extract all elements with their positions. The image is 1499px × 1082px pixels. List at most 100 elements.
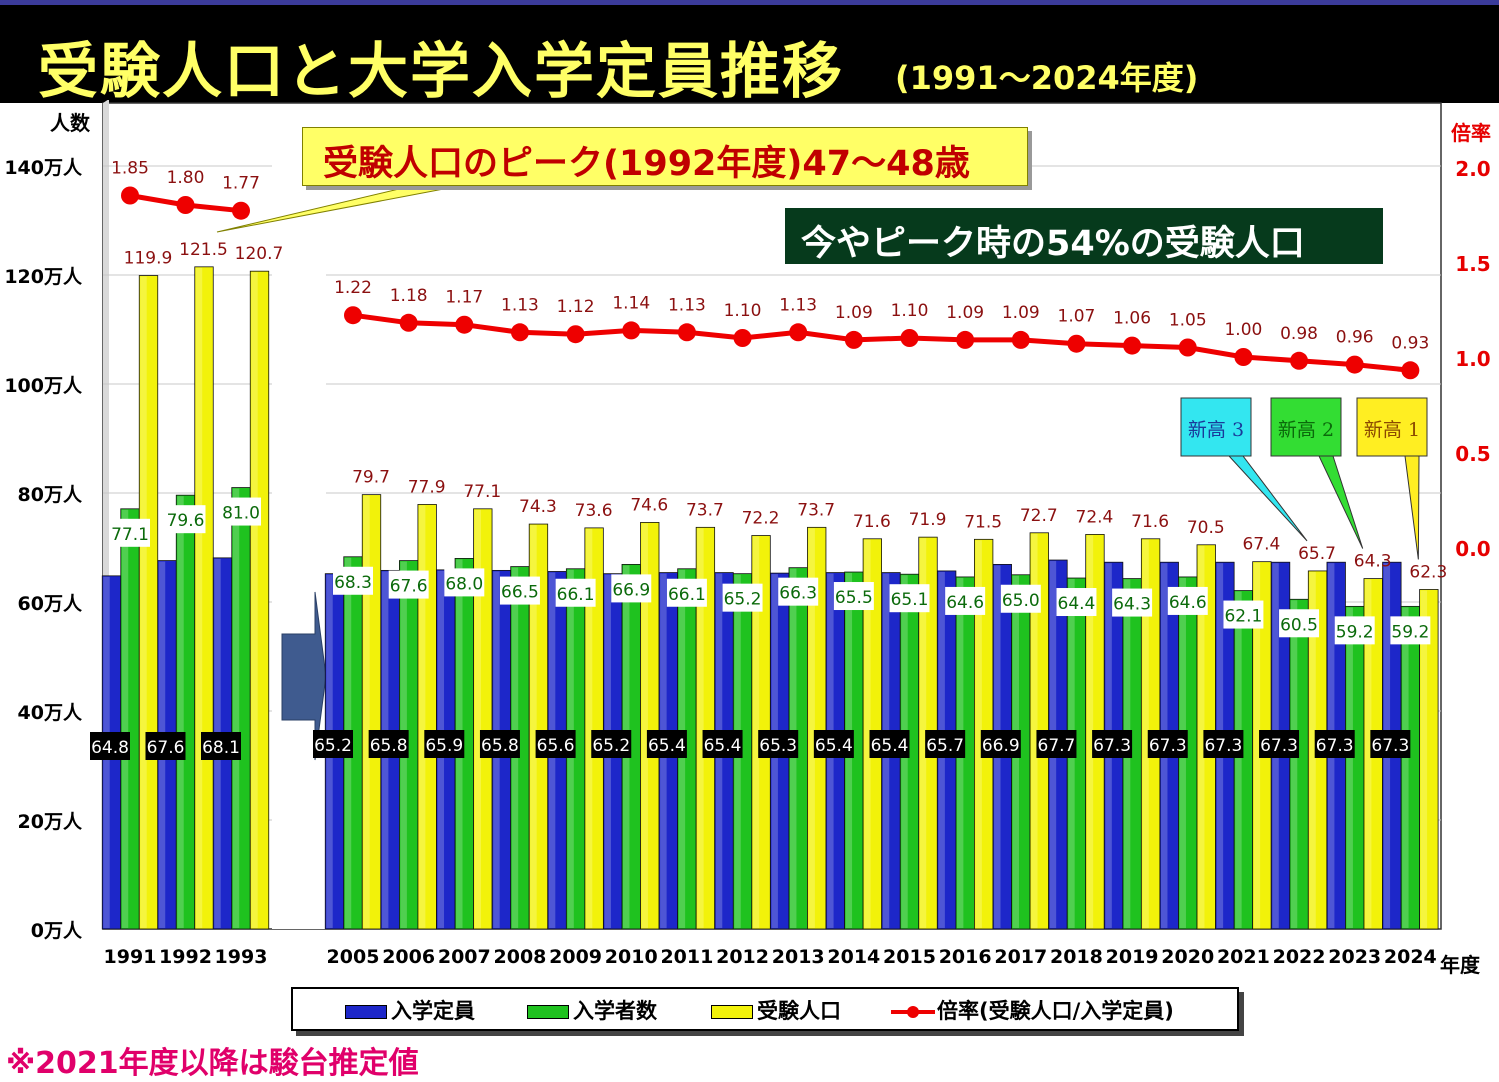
applicants-label: 67.4 <box>1242 535 1280 555</box>
x-tick-label: 2024 <box>1384 946 1437 968</box>
x-tick-label: 1991 <box>104 946 157 968</box>
legend-label-applicants: 受験人口 <box>757 999 841 1023</box>
legend-swatch-ratio <box>891 1006 935 1018</box>
legend-label-capacity: 入学定員 <box>391 999 475 1023</box>
ratio-point <box>510 323 529 342</box>
y-tick-label: 100万人 <box>4 375 83 397</box>
capacity-label-bg <box>1036 730 1077 758</box>
bar-highlight <box>1346 607 1353 928</box>
enrolled-label-bg <box>388 570 429 599</box>
enrolled-label-bg <box>611 574 652 603</box>
enrolled-label: 59.2 <box>1336 622 1374 642</box>
enrolled-label: 77.1 <box>111 525 149 545</box>
capacity-label: 67.6 <box>147 738 185 758</box>
ratio-label: 1.09 <box>946 303 984 323</box>
ratio-point <box>566 325 585 344</box>
applicants-label: 74.3 <box>519 497 557 517</box>
applicants-label: 72.4 <box>1076 507 1114 527</box>
applicants-label: 70.5 <box>1187 518 1225 538</box>
y2-tick-label: 0.0 <box>1455 537 1490 561</box>
capacity-label-bg <box>980 730 1021 758</box>
ratio-point <box>733 329 752 347</box>
enrolled-label-bg <box>722 583 763 612</box>
capacity-label: 68.1 <box>202 738 240 758</box>
ratio-label: 1.10 <box>891 301 929 321</box>
x-tick-label: 2022 <box>1273 946 1326 968</box>
applicants-label: 73.7 <box>797 500 835 520</box>
chart: 0万人 20万人 40万人 60万人 80万人 100万人 120万人 140万人 人数 0.0 0… <box>4 100 1491 977</box>
bar-highlight <box>363 495 370 928</box>
capacity-label-bg <box>646 730 687 758</box>
enrolled-label: 66.3 <box>779 584 817 604</box>
ratio-label: 1.85 <box>111 159 149 179</box>
capacity-label-bg <box>1203 730 1244 758</box>
capacity-label-bg <box>479 730 520 758</box>
ratio-label: 1.00 <box>1224 320 1262 340</box>
y-tick-label: 0万人 <box>31 920 83 942</box>
bar-highlight <box>1198 545 1205 928</box>
bar-highlight <box>697 528 704 928</box>
ratio-label: 1.13 <box>501 295 539 315</box>
capacity-label-bg <box>1259 730 1300 758</box>
ratio-label: 1.14 <box>612 293 650 313</box>
applicants-label: 72.2 <box>742 509 780 529</box>
applicants-label: 77.1 <box>463 482 501 502</box>
applicants-label: 72.7 <box>1020 506 1058 526</box>
x-tick-label: 2010 <box>605 946 658 968</box>
enrolled-label-bg <box>945 586 986 615</box>
capacity-label-bg <box>535 730 576 758</box>
x-tick-label: 2018 <box>1050 946 1103 968</box>
bar-highlight <box>919 538 927 928</box>
ratio-label: 1.77 <box>222 174 260 194</box>
bar-highlight <box>1142 539 1149 928</box>
y-tick-label: 40万人 <box>18 702 83 724</box>
enrolled-label: 65.0 <box>1002 591 1040 611</box>
legend-label-enrolled: 入学者数 <box>573 999 657 1023</box>
enrolled-label: 59.2 <box>1391 622 1429 642</box>
y2-tick-label: 1.0 <box>1455 347 1490 371</box>
x-tick-label: 2008 <box>494 946 547 968</box>
ratio-point <box>1234 348 1253 366</box>
enrolled-label: 79.6 <box>167 511 205 531</box>
ratio-point <box>900 329 919 347</box>
capacity-label-bg <box>201 732 241 760</box>
annotation-box <box>1180 397 1252 457</box>
bar-highlight <box>752 536 760 928</box>
applicants-label: 74.6 <box>630 495 668 515</box>
capacity-label-bg <box>813 730 854 758</box>
ratio-point <box>1011 330 1030 349</box>
legend-item-capacity: 入学定員 <box>345 995 475 1025</box>
capacity-label: 65.8 <box>481 736 519 756</box>
legend-swatch-capacity <box>345 1005 387 1019</box>
bar-highlight <box>1309 571 1316 928</box>
bar-highlight <box>1235 591 1242 928</box>
enrolled-label: 65.5 <box>835 588 873 608</box>
capacity-label-bg <box>1147 730 1188 758</box>
ratio-point <box>344 306 362 325</box>
ratio-label: 1.07 <box>1058 307 1096 327</box>
applicants-label: 120.7 <box>235 244 284 264</box>
ratio-label: 1.13 <box>779 295 817 315</box>
y2-tick-label: 2.0 <box>1455 157 1490 181</box>
x-tick-label: 2014 <box>827 946 880 968</box>
capacity-label: 65.4 <box>815 736 853 756</box>
capacity-label-bg <box>869 730 910 758</box>
x-tick-label: 2011 <box>660 946 713 968</box>
ratio-label: 0.93 <box>1391 333 1429 353</box>
capacity-label-bg <box>424 730 465 758</box>
ratio-point <box>622 321 641 340</box>
annotation-text: 新高 3 <box>1188 419 1244 441</box>
annotation-text: 新高 2 <box>1278 419 1334 441</box>
y-tick-label: 140万人 <box>4 157 83 179</box>
capacity-label: 67.3 <box>1149 736 1187 756</box>
applicants-label: 62.3 <box>1409 562 1447 582</box>
annotation-box <box>1270 397 1342 457</box>
capacity-label-bg <box>591 730 632 758</box>
page-subtitle: (1991～2024年度) <box>895 59 1199 97</box>
peak-callout: 受験人口のピーク(1992年度)47～48歳 <box>302 127 1028 186</box>
annotation-text: 新高 1 <box>1364 419 1420 441</box>
capacity-label-bg <box>313 730 353 758</box>
bar-highlight <box>530 525 537 928</box>
enrolled-label-bg <box>666 578 707 607</box>
enrolled-label: 66.1 <box>668 585 706 605</box>
